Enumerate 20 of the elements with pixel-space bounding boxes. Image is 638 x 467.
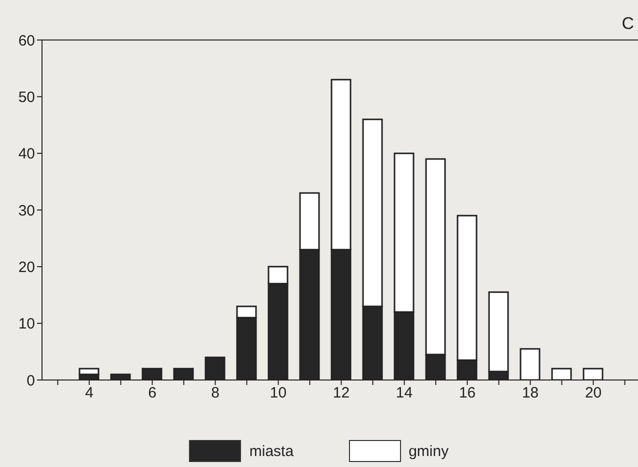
x-tick-label: 18: [522, 384, 539, 402]
x-tick-label: 4: [85, 384, 94, 402]
legend-label: miasta: [249, 442, 294, 460]
bar: [78, 368, 100, 376]
y-tick-label: 10: [18, 316, 35, 333]
x-tick-label: 6: [148, 384, 156, 402]
x-tick-label: 10: [270, 384, 287, 402]
y-tick-label: 30: [18, 202, 35, 220]
x-tick-label: 12: [332, 384, 350, 402]
y-tick-label: 60: [18, 32, 35, 50]
y-tick-label: 50: [18, 88, 35, 106]
y-tick-label: 0: [26, 372, 35, 390]
x-tick-label: 16: [458, 384, 476, 402]
y-tick-label: 20: [18, 258, 35, 276]
legend-label: gminy: [408, 442, 449, 460]
x-tick-label: 14: [396, 384, 413, 402]
x-tick-label: 20: [584, 384, 602, 402]
y-tick-label: 40: [18, 146, 35, 163]
text: C: [622, 14, 634, 34]
x-tick-label: 8: [211, 384, 220, 402]
